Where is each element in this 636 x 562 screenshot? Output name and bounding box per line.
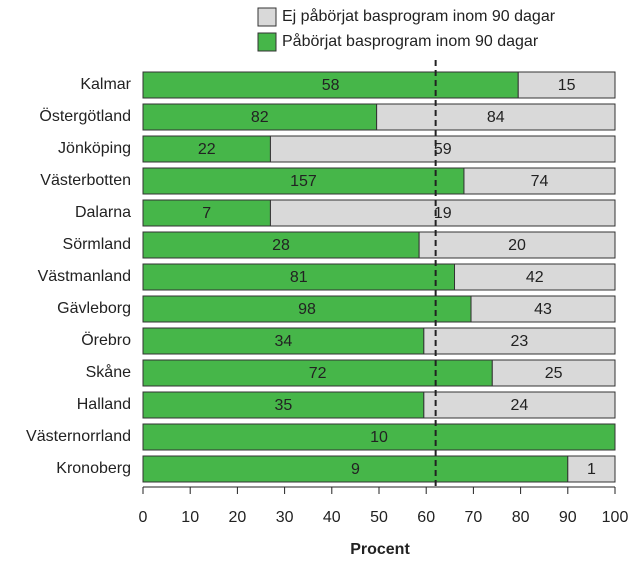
x-tick-label: 50 (370, 509, 388, 526)
y-tick-label: Halland (77, 396, 131, 413)
bar-count-label: 19 (434, 205, 452, 222)
bar-segment (418, 231, 616, 259)
y-tick-label: Kalmar (80, 76, 131, 93)
y-tick-label: Östergötland (39, 107, 131, 125)
bar-segment (142, 423, 616, 451)
bar-segment (463, 167, 616, 195)
x-tick-label: 100 (602, 509, 629, 526)
bar-count-label: 43 (534, 301, 552, 318)
bar-count-label: 9 (351, 461, 360, 478)
bar-segment (423, 327, 616, 355)
bar-segment (517, 71, 616, 99)
bar-count-label: 74 (531, 173, 549, 190)
legend-label: Påbörjat basprogram inom 90 dagar (282, 32, 539, 50)
bar-count-label: 22 (198, 141, 216, 158)
bar-segment (376, 103, 616, 131)
y-tick-label: Dalarna (75, 204, 131, 221)
bar-count-label: 15 (558, 77, 576, 94)
bar-segment (142, 263, 456, 291)
bar-count-label: 84 (487, 109, 505, 126)
bar-count-label: 59 (434, 141, 452, 158)
bar-count-label: 42 (526, 269, 544, 286)
bar-count-label: 98 (298, 301, 316, 318)
y-tick-label: Västernorrland (26, 428, 131, 445)
bar-segment (567, 455, 616, 483)
legend-swatch (257, 7, 277, 27)
bar-count-label: 58 (322, 77, 340, 94)
bar-segment (269, 199, 616, 227)
bar-count-label: 81 (290, 269, 308, 286)
bar-segment (142, 199, 271, 227)
x-tick-label: 80 (512, 509, 530, 526)
y-tick-label: Kronoberg (56, 460, 131, 477)
bar-count-label: 72 (309, 365, 327, 382)
bar-segment (423, 391, 616, 419)
bar-count-label: 10 (370, 429, 388, 446)
x-tick-label: 60 (417, 509, 435, 526)
x-tick-label: 20 (229, 509, 247, 526)
x-tick-label: 0 (139, 509, 148, 526)
bar-segment (142, 135, 271, 163)
bar-segment (142, 71, 519, 99)
bar-segment (142, 103, 378, 131)
y-tick-label: Skåne (86, 363, 131, 381)
bar-segment (491, 359, 616, 387)
bar-count-label: 157 (290, 173, 317, 190)
bar-segment (470, 295, 616, 323)
legend-swatch (257, 32, 277, 52)
legend-label: Ej påbörjat basprogram inom 90 dagar (282, 7, 556, 25)
bar-count-label: 35 (275, 397, 293, 414)
y-tick-label: Västerbotten (40, 172, 131, 189)
bar-count-label: 82 (251, 109, 269, 126)
bar-count-label: 28 (272, 237, 290, 254)
x-tick-label: 10 (181, 509, 199, 526)
y-tick-label: Västmanland (38, 268, 131, 285)
bar-segment (142, 295, 472, 323)
y-tick-label: Sörmland (63, 236, 131, 253)
x-tick-label: 30 (276, 509, 294, 526)
bar-segment (142, 167, 465, 195)
y-tick-label: Gävleborg (57, 300, 131, 317)
bar-segment (142, 455, 569, 483)
bar-count-label: 24 (511, 397, 529, 414)
bar-count-label: 34 (275, 333, 293, 350)
bar-count-label: 7 (202, 205, 211, 222)
bar-segment (142, 231, 420, 259)
bar-count-label: 1 (587, 461, 596, 478)
bar-segment (142, 359, 493, 387)
bar-count-label: 20 (508, 237, 526, 254)
x-tick-label: 70 (465, 509, 483, 526)
y-tick-label: Jönköping (58, 140, 131, 157)
x-tick-label: 40 (323, 509, 341, 526)
bar-count-label: 25 (545, 365, 563, 382)
bar-segment (269, 135, 616, 163)
x-tick-label: 90 (559, 509, 577, 526)
y-tick-label: Örebro (81, 331, 131, 349)
x-axis-label: Procent (350, 541, 410, 558)
bar-segment (142, 327, 425, 355)
bar-count-label: 23 (511, 333, 529, 350)
bar-segment (454, 263, 616, 291)
